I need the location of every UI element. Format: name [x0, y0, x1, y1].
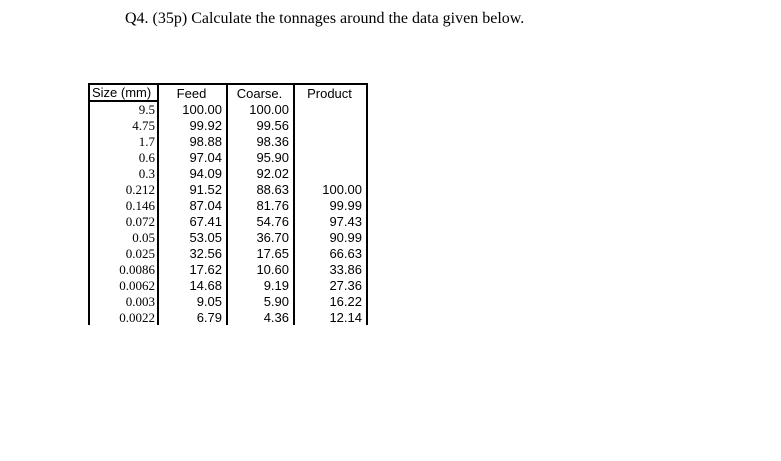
cell-size: 1.7	[88, 133, 159, 149]
cell-size: 4.75	[88, 117, 159, 133]
cell-feed: 17.62	[157, 261, 228, 277]
cell-product: 90.99	[293, 229, 368, 245]
cell-coarse: 36.70	[226, 229, 295, 245]
cell-product: 99.99	[293, 197, 368, 213]
cell-feed: 53.05	[157, 229, 228, 245]
cell-feed: 91.52	[157, 181, 228, 197]
table-row: 0.3 94.09 92.02	[88, 165, 368, 181]
cell-size: 9.5	[88, 101, 159, 117]
table-row: 1.7 98.88 98.36	[88, 133, 368, 149]
cell-coarse: 95.90	[226, 149, 295, 165]
cell-feed: 99.92	[157, 117, 228, 133]
column-header-size: Size (mm)	[88, 84, 159, 102]
question-text: Q4. (35p) Calculate the tonnages around …	[125, 10, 525, 27]
cell-size: 0.072	[88, 213, 159, 229]
table-row: 0.05 53.05 36.70 90.99	[88, 229, 368, 245]
cell-coarse: 88.63	[226, 181, 295, 197]
table-row: 0.0022 6.79 4.36 12.14	[88, 309, 368, 325]
cell-coarse: 9.19	[226, 277, 295, 293]
cell-product	[293, 117, 368, 133]
cell-coarse: 54.76	[226, 213, 295, 229]
cell-coarse: 92.02	[226, 165, 295, 181]
cell-product: 100.00	[293, 181, 368, 197]
table-row: 9.5 100.00 100.00	[88, 101, 368, 117]
cell-product: 12.14	[293, 309, 368, 325]
cell-size: 0.0022	[88, 309, 159, 325]
cell-product: 33.86	[293, 261, 368, 277]
table-row: 0.212 91.52 88.63 100.00	[88, 181, 368, 197]
cell-product: 27.36	[293, 277, 368, 293]
table-row: 0.0086 17.62 10.60 33.86	[88, 261, 368, 277]
cell-size: 0.0062	[88, 277, 159, 293]
table-row: 4.75 99.92 99.56	[88, 117, 368, 133]
cell-coarse: 98.36	[226, 133, 295, 149]
column-header-coarse: Coarse.	[226, 84, 295, 101]
cell-size: 0.003	[88, 293, 159, 309]
cell-product: 97.43	[293, 213, 368, 229]
cell-feed: 97.04	[157, 149, 228, 165]
cell-size: 0.05	[88, 229, 159, 245]
cell-product	[293, 101, 368, 117]
cell-size: 0.212	[88, 181, 159, 197]
cell-feed: 9.05	[157, 293, 228, 309]
cell-feed: 6.79	[157, 309, 228, 325]
cell-product: 66.63	[293, 245, 368, 261]
cell-product	[293, 149, 368, 165]
cell-feed: 14.68	[157, 277, 228, 293]
column-header-feed: Feed	[157, 84, 228, 101]
cell-feed: 98.88	[157, 133, 228, 149]
column-header-product: Product	[293, 84, 368, 101]
cell-feed: 100.00	[157, 101, 228, 117]
cell-coarse: 4.36	[226, 309, 295, 325]
cell-product	[293, 133, 368, 149]
table-row: 0.146 87.04 81.76 99.99	[88, 197, 368, 213]
cell-coarse: 100.00	[226, 101, 295, 117]
cell-size: 0.3	[88, 165, 159, 181]
data-table: Size (mm) Feed Coarse. Product 9.5 100.0…	[88, 83, 368, 325]
table-row: 0.072 67.41 54.76 97.43	[88, 213, 368, 229]
table-row: 0.0062 14.68 9.19 27.36	[88, 277, 368, 293]
cell-feed: 94.09	[157, 165, 228, 181]
cell-feed: 32.56	[157, 245, 228, 261]
cell-coarse: 10.60	[226, 261, 295, 277]
cell-product: 16.22	[293, 293, 368, 309]
cell-coarse: 5.90	[226, 293, 295, 309]
table-header-row: Size (mm) Feed Coarse. Product	[88, 84, 368, 102]
cell-product	[293, 165, 368, 181]
table-row: 0.6 97.04 95.90	[88, 149, 368, 165]
cell-size: 0.025	[88, 245, 159, 261]
table-body: 9.5 100.00 100.00 4.75 99.92 99.56 1.7 9…	[88, 101, 368, 325]
cell-coarse: 81.76	[226, 197, 295, 213]
cell-feed: 87.04	[157, 197, 228, 213]
cell-size: 0.6	[88, 149, 159, 165]
cell-size: 0.146	[88, 197, 159, 213]
cell-coarse: 99.56	[226, 117, 295, 133]
cell-size: 0.0086	[88, 261, 159, 277]
table-row: 0.025 32.56 17.65 66.63	[88, 245, 368, 261]
table-row: 0.003 9.05 5.90 16.22	[88, 293, 368, 309]
cell-feed: 67.41	[157, 213, 228, 229]
cell-coarse: 17.65	[226, 245, 295, 261]
